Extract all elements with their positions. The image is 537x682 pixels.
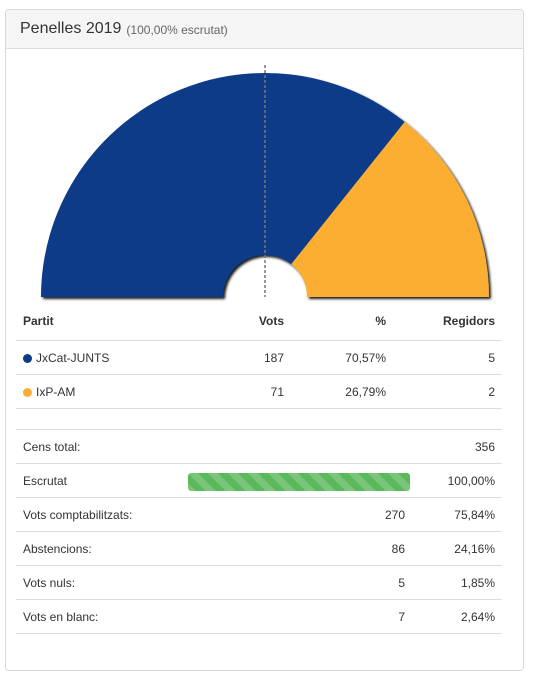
escrutat-progress-bar xyxy=(188,473,410,491)
summary-label: Vots en blanc: xyxy=(16,599,309,634)
summary-count: 270 xyxy=(309,497,405,532)
pct-cell: 26,79% xyxy=(284,374,386,409)
panel-title: Penelles 2019 xyxy=(20,20,122,37)
chart-slice-jxcat-junts[interactable] xyxy=(41,73,405,297)
summary-value: 100,00% xyxy=(405,463,502,498)
seats-half-donut-chart xyxy=(41,65,489,297)
column-header-regidors: Regidors xyxy=(442,314,495,328)
chart-slice-ixp-am[interactable] xyxy=(291,121,489,297)
party-name: IxP-AM xyxy=(36,384,76,399)
summary-row-blanc: Vots en blanc: 7 2,64% xyxy=(16,599,502,634)
votes-cell: 187 xyxy=(193,340,284,375)
panel-subtitle: (100,00% escrutat) xyxy=(126,23,228,37)
summary-label: Abstencions: xyxy=(16,531,309,566)
party-cell: IxP-AM xyxy=(16,374,193,409)
summary-pct: 75,84% xyxy=(405,497,502,532)
votes-cell: 71 xyxy=(193,374,284,409)
panel-header: Penelles 2019 (100,00% escrutat) xyxy=(6,10,523,49)
summary-row-abstencions: Abstencions: 86 24,16% xyxy=(16,531,502,566)
table-row: IxP-AM 71 26,79% 2 xyxy=(16,374,502,409)
seats-cell: 5 xyxy=(386,340,502,375)
column-header-vots: Vots xyxy=(258,314,284,328)
summary-count: 7 xyxy=(309,599,405,634)
party-color-dot xyxy=(23,387,32,397)
summary-row-nuls: Vots nuls: 5 1,85% xyxy=(16,565,502,600)
seats-cell: 2 xyxy=(386,374,502,409)
party-cell: JxCat-JUNTS xyxy=(16,340,193,375)
results-header-row: Partit Vots % Regidors xyxy=(16,302,502,341)
table-row: JxCat-JUNTS 187 70,57% 5 xyxy=(16,340,502,375)
summary-row-cens: Cens total: 356 xyxy=(16,429,502,464)
summary-pct: 2,64% xyxy=(405,599,502,634)
results-table: Partit Vots % Regidors JxCat-JUNTS 187 7… xyxy=(16,302,502,409)
summary-count: 5 xyxy=(309,565,405,600)
summary-table: Cens total: 356 Escrutat 100,00% Vots co… xyxy=(16,429,502,634)
summary-row-comptabilitzats: Vots comptabilitzats: 270 75,84% xyxy=(16,497,502,532)
pct-cell: 70,57% xyxy=(284,340,386,375)
column-header-pct: % xyxy=(375,314,386,328)
summary-label: Cens total: xyxy=(16,429,309,464)
column-header-partit: Partit xyxy=(23,314,54,328)
summary-label: Vots comptabilitzats: xyxy=(16,497,309,532)
summary-pct: 1,85% xyxy=(405,565,502,600)
summary-label: Vots nuls: xyxy=(16,565,309,600)
escrutat-progress-fill xyxy=(188,473,410,491)
summary-pct: 24,16% xyxy=(405,531,502,566)
summary-count: 86 xyxy=(309,531,405,566)
summary-value: 356 xyxy=(405,429,502,464)
party-name: JxCat-JUNTS xyxy=(36,350,110,365)
party-color-dot xyxy=(23,353,32,363)
